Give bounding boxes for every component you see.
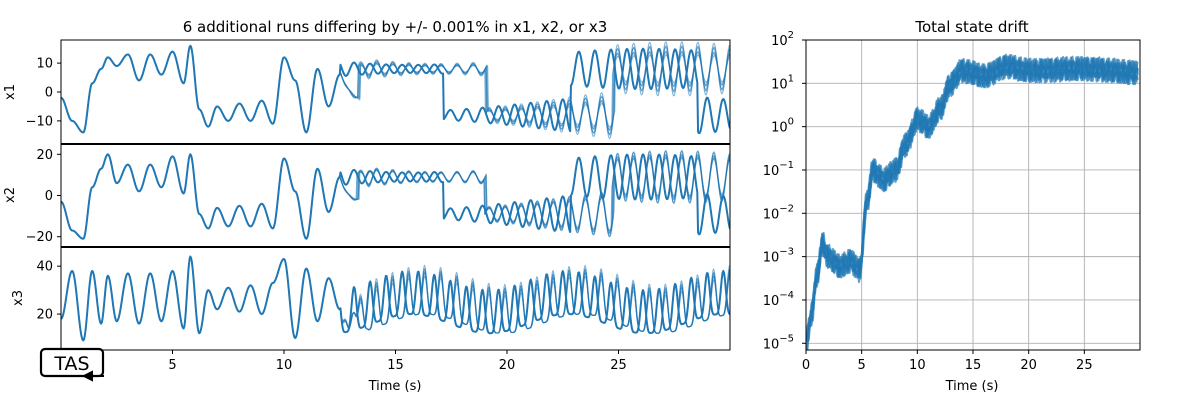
y-tick-label: 101	[771, 73, 794, 92]
tas-logo: TAS	[39, 347, 105, 382]
panel-2-main-run-line	[61, 153, 730, 240]
left-chart-title: 6 additional runs differing by +/- 0.001…	[183, 18, 608, 36]
tas-logo-arrow-icon	[81, 370, 104, 382]
drift-run-line	[806, 55, 1139, 336]
y-tick-label: 10−4	[763, 290, 794, 309]
y-tick-label: 10−3	[763, 247, 794, 266]
tas-logo-text: TAS	[53, 353, 89, 375]
y-tick-label: 10−5	[763, 333, 794, 352]
y-tick-label: 10−1	[763, 160, 794, 179]
y-tick-label: −20	[26, 230, 53, 245]
left-x-ticks: 5 10 15 20 25	[168, 350, 627, 373]
right-x-axis-label: Time (s)	[945, 379, 999, 394]
x-tick-label: 25	[1076, 358, 1093, 373]
x2-axis-label: x2	[3, 187, 18, 203]
left-x-axis-label: Time (s)	[368, 379, 422, 394]
y-tick-label: 0	[45, 189, 53, 204]
y-tick-label: 40	[36, 260, 53, 275]
y-tick-label: −10	[26, 114, 53, 129]
drift-x-ticks: 0 5 10 15 20 25	[802, 350, 1093, 373]
drift-lines	[806, 53, 1139, 350]
y-tick-label: 10−2	[763, 203, 794, 222]
x3-axis-label: x3	[11, 290, 26, 306]
panel-3-main-run-line	[61, 255, 730, 342]
y-tick-label: 102	[771, 30, 794, 49]
x-tick-label: 20	[499, 358, 516, 373]
y-tick-label: 0	[45, 86, 53, 101]
panel-1-main-run-line	[61, 44, 730, 135]
x-tick-label: 0	[802, 358, 810, 373]
x-tick-label: 5	[168, 358, 176, 373]
drift-run-line	[806, 55, 1139, 343]
panel-x2: −20 0 20	[26, 143, 731, 248]
y-tick-label: 20	[36, 308, 53, 323]
y-tick-label: 20	[36, 148, 53, 163]
drift-run-line	[806, 53, 1139, 341]
x-tick-label: 5	[858, 358, 866, 373]
x1-axis-label: x1	[3, 84, 18, 100]
x-tick-label: 20	[1020, 358, 1037, 373]
drift-run-line	[806, 54, 1139, 350]
x-tick-label: 10	[276, 358, 293, 373]
panel-x1: −10 0 10	[26, 39, 731, 145]
right-chart-title: Total state drift	[914, 18, 1028, 36]
x-tick-label: 15	[387, 358, 404, 373]
tas-logo-frame	[39, 347, 105, 378]
drift-y-ticks: 10−5 10−4 10−3 10−2 10−1 100 101 102	[763, 30, 806, 352]
x-tick-label: 25	[610, 358, 627, 373]
drift-run-line	[806, 54, 1139, 342]
y-tick-label: 100	[771, 117, 794, 136]
x-tick-label: 15	[965, 358, 982, 373]
drift-grid	[805, 39, 1140, 350]
x-tick-label: 10	[909, 358, 926, 373]
y-tick-label: 10	[36, 57, 53, 72]
drift-run-line	[806, 54, 1139, 350]
